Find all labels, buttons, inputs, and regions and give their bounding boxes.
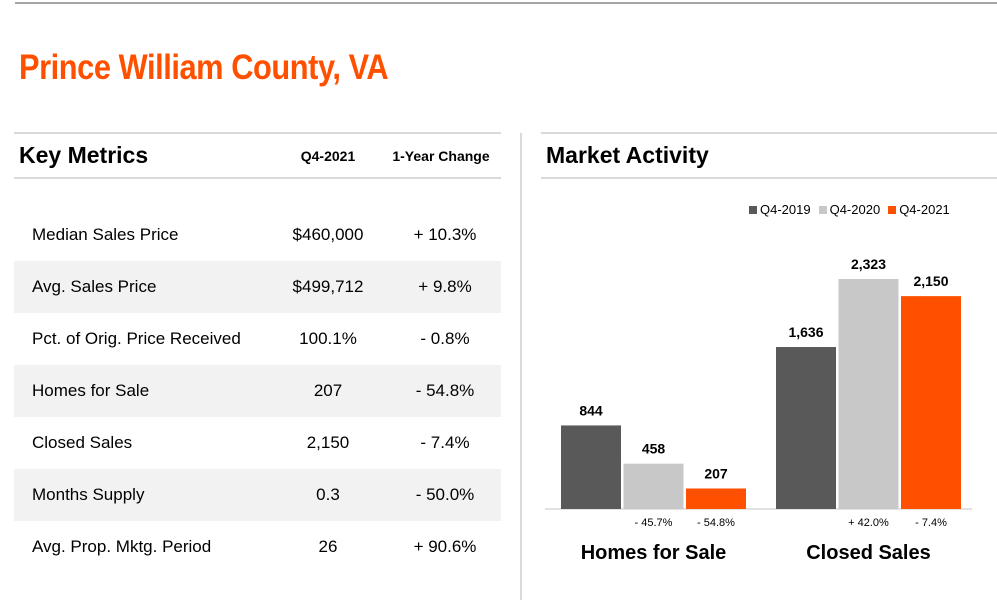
legend-item: Q4-2020	[818, 202, 881, 217]
column-header-change: 1-Year Change	[392, 148, 490, 164]
bar	[686, 488, 746, 509]
market-activity-top-rule	[541, 132, 997, 134]
key-metrics-heading: Key Metrics	[19, 142, 149, 168]
metric-label: Pct. of Orig. Price Received	[32, 329, 241, 348]
metric-value: 2,150	[306, 433, 350, 452]
key-metrics-header-rule	[14, 177, 501, 179]
bar	[838, 279, 899, 509]
legend-swatch	[818, 205, 827, 214]
metric-change: + 9.8%	[418, 277, 472, 296]
metric-change: - 7.4%	[420, 433, 470, 452]
data-label: 458	[642, 441, 666, 457]
page-title: Prince William County, VA	[19, 48, 389, 87]
table-row: Median Sales Price $460,000 + 10.3%	[14, 209, 501, 261]
metric-label: Avg. Sales Price	[32, 277, 157, 296]
category-label: Homes for Sale	[581, 542, 727, 564]
key-metrics-table: Median Sales Price $460,000 + 10.3% Avg. Sa…	[14, 209, 501, 573]
chart-legend: Q4-2019 Q4-2020 Q4-2021	[749, 202, 958, 217]
change-label: - 7.4%	[915, 517, 947, 529]
bar	[561, 425, 621, 509]
table-row: Closed Sales 2,150 - 7.4%	[14, 417, 501, 469]
table-row: Pct. of Orig. Price Received 100.1% - 0.8%	[14, 313, 501, 365]
metric-change: + 90.6%	[413, 537, 477, 556]
data-label: 207	[704, 466, 728, 482]
legend-label: Q4-2019	[760, 202, 811, 217]
metric-value: $460,000	[292, 225, 364, 244]
metric-change: + 10.3%	[413, 225, 477, 244]
metric-label: Months Supply	[32, 485, 145, 504]
legend-item: Q4-2021	[888, 202, 950, 217]
table-row: Homes for Sale 207 - 54.8%	[14, 365, 501, 417]
metric-value: 207	[313, 381, 343, 400]
change-label: - 54.8%	[697, 517, 735, 529]
metric-label: Closed Sales	[32, 433, 133, 452]
metric-value: 26	[318, 537, 338, 556]
data-label: 844	[579, 402, 603, 418]
top-rule	[15, 2, 997, 4]
bar	[776, 347, 836, 509]
market-activity-heading: Market Activity	[546, 142, 709, 168]
market-activity-chart: 844 458 - 45.7% 207 - 54.8% Homes for Sale 1,6…	[545, 256, 972, 564]
metric-label: Avg. Prop. Mktg. Period	[32, 537, 212, 556]
legend-swatch	[888, 205, 897, 214]
metric-change: - 54.8%	[415, 381, 475, 400]
change-label: + 42.0%	[848, 517, 889, 529]
table-row: Avg. Prop. Mktg. Period 26 + 90.6%	[14, 521, 501, 573]
legend-item: Q4-2019	[749, 202, 811, 217]
data-label: 1,636	[788, 324, 823, 340]
change-label: - 45.7%	[635, 517, 673, 529]
metric-label: Median Sales Price	[32, 225, 179, 244]
panel-divider	[520, 133, 522, 600]
bar	[901, 296, 961, 509]
category-label: Closed Sales	[806, 542, 931, 564]
column-header-period: Q4-2021	[300, 148, 356, 164]
metric-value: 100.1%	[299, 329, 357, 348]
data-label: 2,150	[913, 273, 948, 289]
table-row: Avg. Sales Price $499,712 + 9.8%	[14, 261, 501, 313]
key-metrics-top-rule	[14, 132, 501, 134]
legend-label: Q4-2020	[829, 202, 881, 217]
table-row: Months Supply 0.3 - 50.0%	[14, 469, 501, 521]
legend-label: Q4-2021	[899, 202, 950, 217]
metric-label: Homes for Sale	[32, 381, 150, 400]
market-activity-header-rule	[541, 177, 997, 179]
metric-value: 0.3	[316, 485, 340, 504]
legend-swatch	[749, 205, 757, 214]
metric-change: - 50.0%	[415, 485, 475, 504]
data-label: 2,323	[851, 256, 886, 272]
metric-value: $499,712	[292, 277, 364, 296]
bar	[623, 463, 684, 509]
metric-change: - 0.8%	[420, 329, 470, 348]
